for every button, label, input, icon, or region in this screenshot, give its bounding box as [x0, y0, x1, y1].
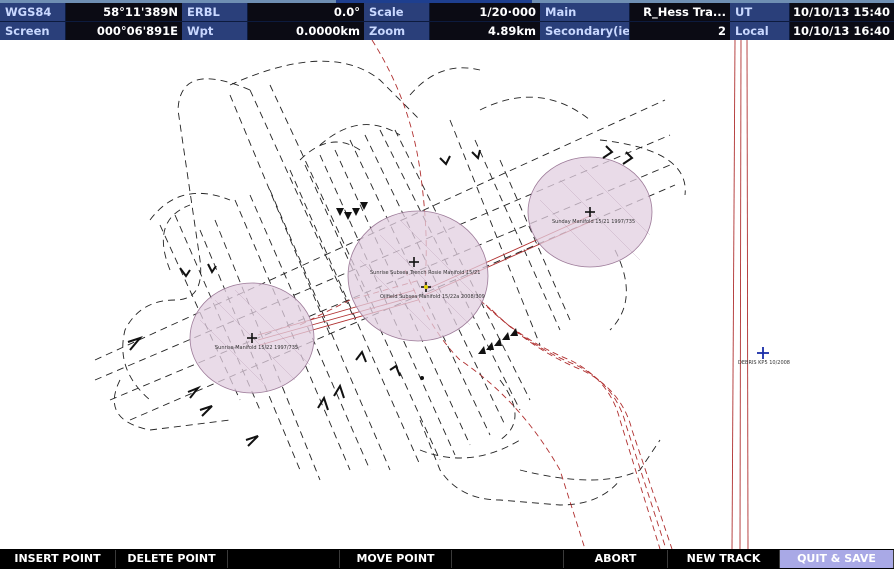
screen-label: Screen: [0, 22, 66, 40]
longitude-value: 000°06'891E: [66, 22, 182, 40]
small-arrowheads: [336, 202, 518, 380]
pipelines: [257, 40, 749, 549]
main-value: R_Hess Tra...: [630, 3, 730, 21]
top-thumbnail-strip: [0, 0, 894, 3]
target-sunday-crosshair: [585, 207, 595, 217]
erbl-label: ERBL: [182, 3, 248, 21]
secondary-label: Secondary(ies): [540, 22, 630, 40]
scale-label: Scale: [364, 3, 430, 21]
zone-sunrise-subsea-trench: [347, 210, 489, 342]
main-label: Main: [540, 3, 630, 21]
target-label-sunrise: Sunrise Manifold 15/22 1997/735: [215, 345, 298, 351]
scale-value: 1/20·000: [430, 3, 540, 21]
target-label-sunday: Sunday Manifold 15/21 1997/735: [552, 219, 635, 225]
target-sunrise-subsea-crosshair: [409, 257, 419, 267]
zoom-value: 4.89km: [430, 22, 540, 40]
target-markers: [247, 207, 595, 343]
softkey-empty-5[interactable]: [452, 550, 564, 568]
datum-label: WGS84: [0, 3, 66, 21]
softkey-bar: INSERT POINT DELETE POINT MOVE POINT ABO…: [0, 549, 894, 569]
local-value: 10/10/13 16:40: [790, 22, 894, 40]
secondary-value: 2: [630, 22, 730, 40]
softkey-empty-3[interactable]: [228, 550, 340, 568]
oilfield-highlight-dot: [424, 285, 428, 289]
heading-chevrons: [127, 145, 634, 447]
latitude-value: 58°11'389N: [66, 3, 182, 21]
target-label-sunrise-subsea: Sunrise Subsea Trench Rosie Manifold 15/…: [370, 270, 480, 276]
move-point-button[interactable]: MOVE POINT: [340, 550, 452, 568]
new-track-button[interactable]: NEW TRACK: [668, 550, 780, 568]
target-label-oilfield: Oilfield Subsea Manifold 15/22a 2008/309: [380, 294, 485, 300]
local-label: Local: [730, 22, 790, 40]
strip-badge: [336, 0, 532, 3]
wpt-value: 0.0000km: [248, 22, 364, 40]
insert-point-button[interactable]: INSERT POINT: [0, 550, 116, 568]
target-sunrise-crosshair: [247, 333, 257, 343]
status-header: WGS84 58°11'389N ERBL 0.0° Scale 1/20·00…: [0, 3, 894, 40]
abort-button[interactable]: ABORT: [564, 550, 668, 568]
ut-label: UT: [730, 3, 790, 21]
wpt-label: Wpt: [182, 22, 248, 40]
chart-canvas[interactable]: Sunday Manifold 15/21 1997/735 Sunrise S…: [0, 40, 894, 549]
target-label-debris: DEBRIS KP5 10/2008: [738, 360, 790, 366]
ut-value: 10/10/13 15:40: [790, 3, 894, 21]
delete-point-button[interactable]: DELETE POINT: [116, 550, 228, 568]
zoom-label: Zoom: [364, 22, 430, 40]
zone-hatching: [199, 164, 651, 386]
erbl-value: 0.0°: [248, 3, 364, 21]
debris-marker[interactable]: [757, 347, 769, 359]
quit-save-button[interactable]: QUIT & SAVE: [780, 550, 894, 568]
